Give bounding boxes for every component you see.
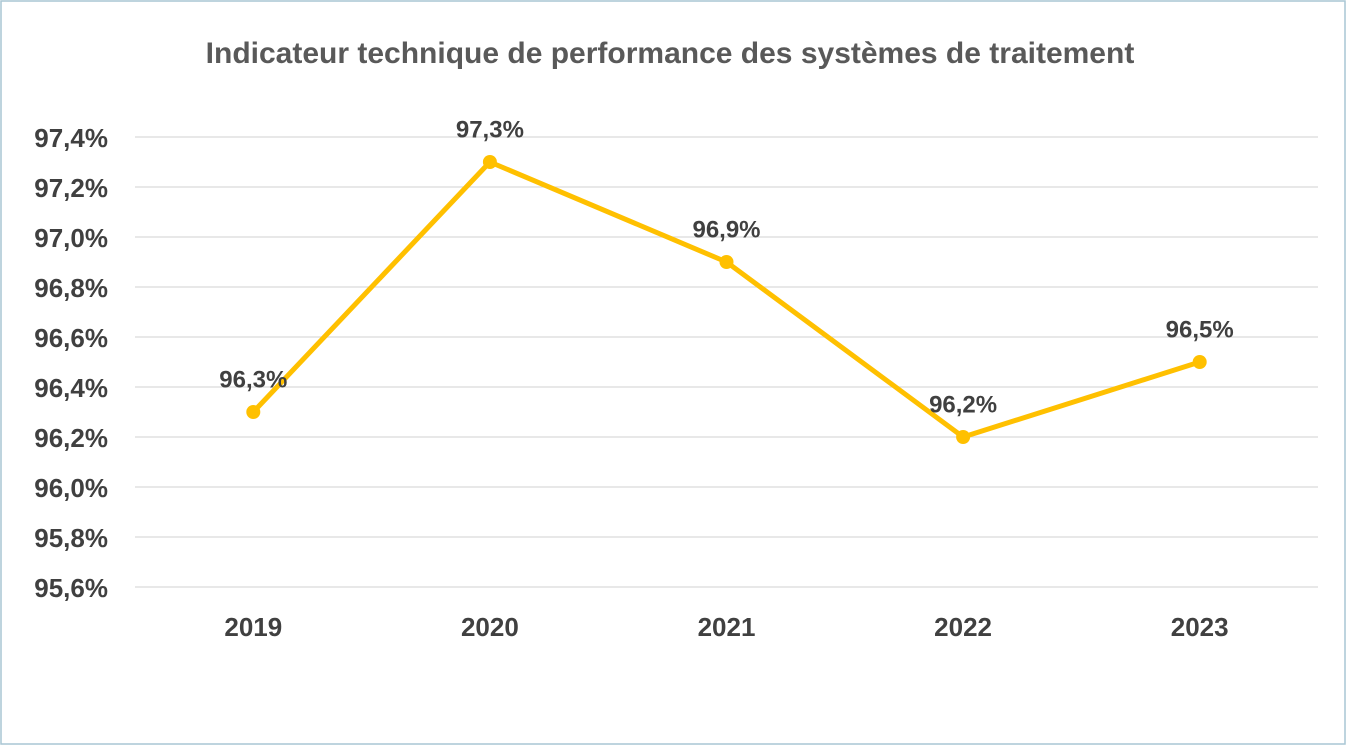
y-tick-label: 97,0% xyxy=(34,223,108,253)
data-label: 96,2% xyxy=(929,391,997,418)
point-marker xyxy=(1192,355,1207,369)
y-tick-label: 96,0% xyxy=(34,473,108,503)
data-label: 96,9% xyxy=(692,216,760,243)
y-tick-label: 96,4% xyxy=(34,373,108,403)
x-tick-label: 2022 xyxy=(934,612,992,642)
x-tick-label: 2023 xyxy=(1171,612,1229,642)
data-label: 96,3% xyxy=(219,366,287,393)
chart-title: Indicateur technique de performance des … xyxy=(205,37,1135,70)
x-tick-label: 2021 xyxy=(698,612,756,642)
y-tick-label: 95,6% xyxy=(34,573,108,603)
data-label: 97,3% xyxy=(456,116,524,143)
point-marker xyxy=(719,255,734,269)
point-marker xyxy=(956,430,971,444)
y-tick-label: 96,2% xyxy=(34,423,108,453)
x-tick-label: 2019 xyxy=(224,612,282,642)
data-label: 96,5% xyxy=(1166,316,1234,343)
y-tick-label: 97,4% xyxy=(34,123,108,153)
y-tick-label: 96,6% xyxy=(34,323,108,353)
y-tick-label: 97,2% xyxy=(34,173,108,203)
point-marker xyxy=(482,155,497,169)
point-marker xyxy=(246,405,261,419)
y-tick-label: 96,8% xyxy=(34,273,108,303)
x-tick-label: 2020 xyxy=(461,612,519,642)
y-tick-label: 95,8% xyxy=(34,523,108,553)
